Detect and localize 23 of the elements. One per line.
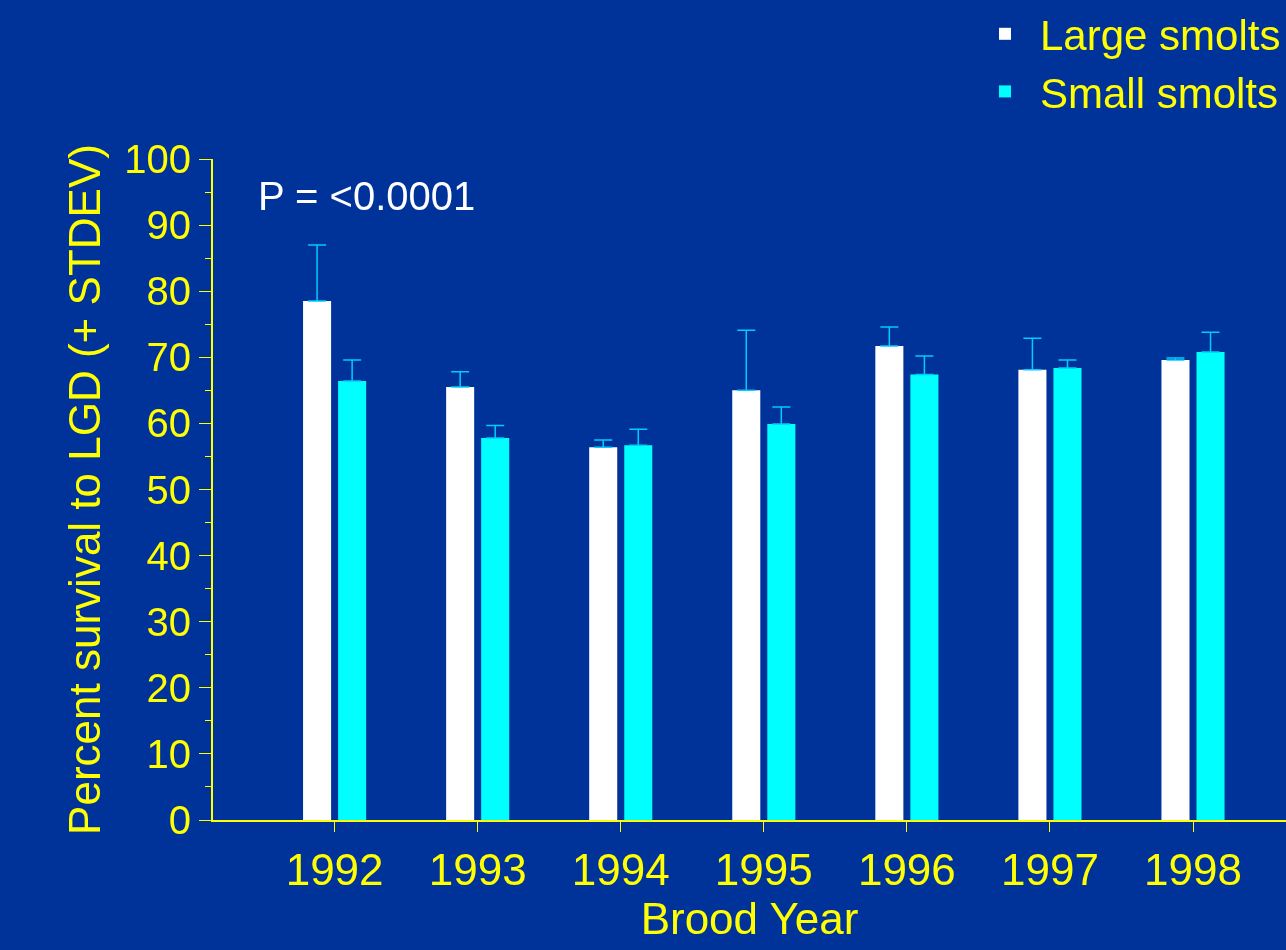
y-tick-label: 70 [146,335,191,380]
legend-label: Large smolts [1040,12,1281,60]
y-tick-label: 50 [146,467,191,512]
y-tick-label: 10 [146,731,191,776]
x-tick-label: 1996 [857,844,956,894]
y-tick-label: 0 [168,798,191,842]
x-tick-label: 1992 [285,844,384,894]
x-axis-title: Brood Year [640,893,859,943]
y-tick-label: 60 [146,401,191,446]
y-tick-label: 30 [146,599,191,644]
legend-label: Small smolts [1040,69,1279,117]
annotation: P = <0.0001 [258,174,476,218]
x-tick-label: 1993 [428,844,527,894]
y-tick-label: 40 [146,533,191,578]
y-axis-title: Percent survival to LGD (+ STDEV) [59,144,109,835]
y-tick-label: 90 [146,203,191,248]
x-tick-label: 1997 [1000,844,1099,894]
x-tick-label: 1994 [571,844,670,894]
x-tick-label: 1998 [1144,844,1242,894]
y-tick-label: 80 [146,269,191,314]
x-tick-label: 1995 [714,844,813,894]
y-tick-label: 100 [124,137,191,181]
y-tick-label: 20 [146,665,191,710]
